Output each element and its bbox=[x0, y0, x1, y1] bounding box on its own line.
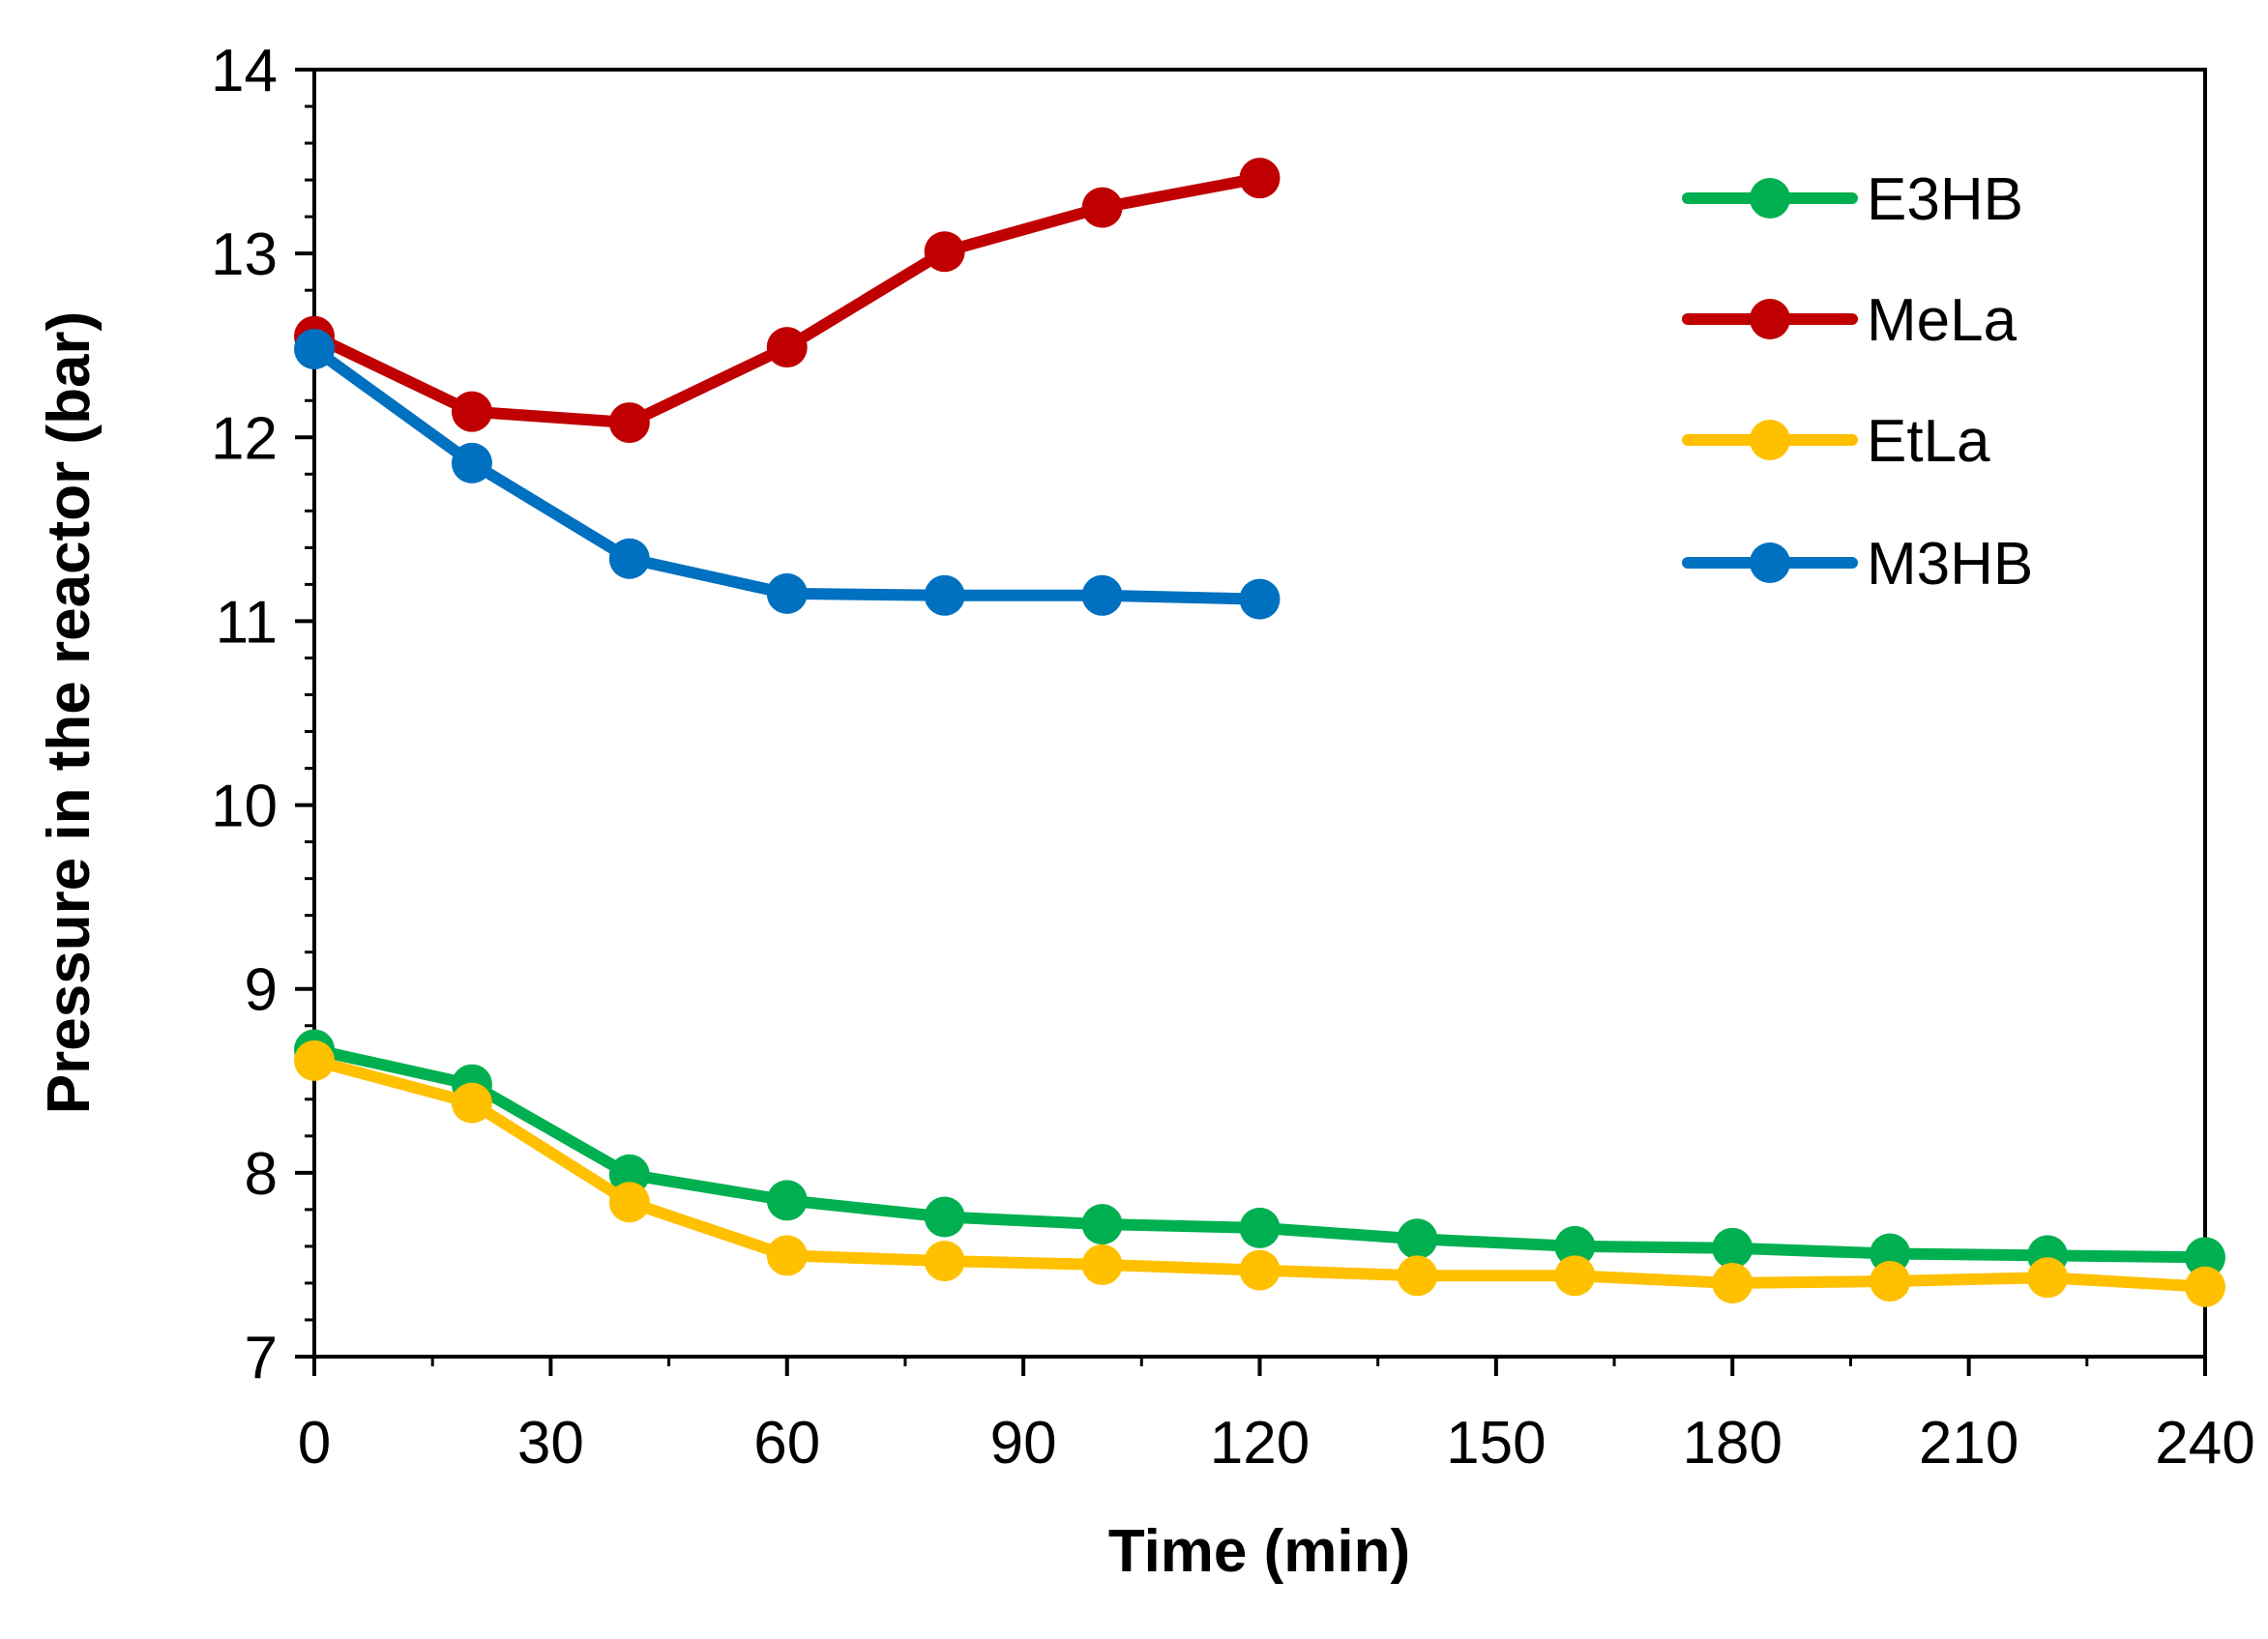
legend: E3HB MeLa EtLa M3HB bbox=[1682, 166, 2033, 598]
data-point-etla bbox=[1397, 1255, 1438, 1297]
y-tick-label: 10 bbox=[211, 774, 278, 840]
data-point-m3hb bbox=[608, 538, 650, 579]
legend-marker-etla bbox=[1750, 420, 1790, 460]
x-tick-label: 150 bbox=[1446, 1410, 1546, 1477]
data-point-e3hb bbox=[924, 1196, 965, 1238]
y-tick-label: 14 bbox=[211, 38, 278, 104]
data-point-m3hb bbox=[451, 442, 492, 483]
data-point-etla bbox=[2027, 1257, 2069, 1299]
data-point-etla bbox=[924, 1241, 965, 1282]
data-point-e3hb bbox=[2185, 1237, 2225, 1278]
data-point-m3hb bbox=[294, 329, 335, 370]
x-axis-title: Time (min) bbox=[1108, 1518, 1410, 1585]
data-point-m3hb bbox=[766, 572, 808, 614]
data-point-m3hb bbox=[1081, 574, 1123, 616]
x-tick-label: 30 bbox=[517, 1410, 584, 1477]
data-point-e3hb bbox=[1554, 1225, 1596, 1267]
x-tick-label: 180 bbox=[1683, 1410, 1782, 1477]
y-tick-label: 11 bbox=[216, 589, 278, 656]
data-point-etla bbox=[766, 1235, 808, 1276]
legend-marker-e3hb bbox=[1750, 178, 1790, 219]
y-tick-label: 7 bbox=[245, 1325, 278, 1391]
data-point-etla bbox=[451, 1082, 492, 1124]
data-point-mela bbox=[608, 402, 650, 444]
x-tick-label: 210 bbox=[1919, 1410, 2018, 1477]
data-point-m3hb bbox=[924, 574, 965, 616]
legend-label-etla: EtLa bbox=[1867, 408, 1990, 475]
y-tick-label: 8 bbox=[245, 1141, 278, 1208]
data-point-etla bbox=[2185, 1266, 2225, 1307]
x-tick-label: 90 bbox=[990, 1410, 1057, 1477]
x-tick-label: 120 bbox=[1210, 1410, 1310, 1477]
data-point-etla bbox=[1712, 1262, 1753, 1303]
data-point-e3hb bbox=[766, 1180, 808, 1221]
data-point-etla bbox=[1870, 1261, 1911, 1302]
data-point-mela bbox=[1239, 158, 1281, 199]
y-axis-title: Pressure in the reactor (bar) bbox=[36, 311, 103, 1114]
x-tick-label: 0 bbox=[298, 1410, 331, 1477]
y-tick-label: 9 bbox=[245, 957, 278, 1024]
data-point-e3hb bbox=[1712, 1227, 1753, 1269]
plot-area bbox=[312, 68, 2207, 1359]
legend-label-m3hb: M3HB bbox=[1867, 531, 2033, 598]
x-tick-label: 240 bbox=[2155, 1410, 2254, 1477]
data-point-etla bbox=[294, 1039, 335, 1081]
data-point-m3hb bbox=[1239, 578, 1281, 620]
data-point-etla bbox=[1239, 1249, 1281, 1291]
x-axis: 0 30 60 90 120 150 180 210 240 bbox=[298, 1357, 2255, 1477]
data-point-etla bbox=[608, 1182, 650, 1223]
legend-label-e3hb: E3HB bbox=[1867, 166, 2023, 233]
series-layer bbox=[294, 158, 2225, 1307]
data-point-e3hb bbox=[1239, 1207, 1281, 1248]
y-tick-label: 13 bbox=[211, 221, 278, 288]
data-point-e3hb bbox=[1081, 1204, 1123, 1245]
data-point-etla bbox=[1081, 1244, 1123, 1285]
legend-label-mela: MeLa bbox=[1867, 287, 2018, 354]
legend-marker-mela bbox=[1750, 299, 1790, 339]
legend-marker-m3hb bbox=[1750, 542, 1790, 583]
y-axis: 7 8 9 10 11 12 13 14 bbox=[211, 38, 314, 1391]
data-point-mela bbox=[451, 391, 492, 432]
data-point-mela bbox=[766, 327, 808, 368]
data-point-etla bbox=[1554, 1255, 1596, 1297]
y-tick-label: 12 bbox=[211, 405, 278, 472]
data-point-e3hb bbox=[1397, 1218, 1438, 1260]
x-tick-label: 60 bbox=[753, 1410, 820, 1477]
data-point-mela bbox=[1081, 187, 1123, 228]
data-point-mela bbox=[924, 231, 965, 273]
